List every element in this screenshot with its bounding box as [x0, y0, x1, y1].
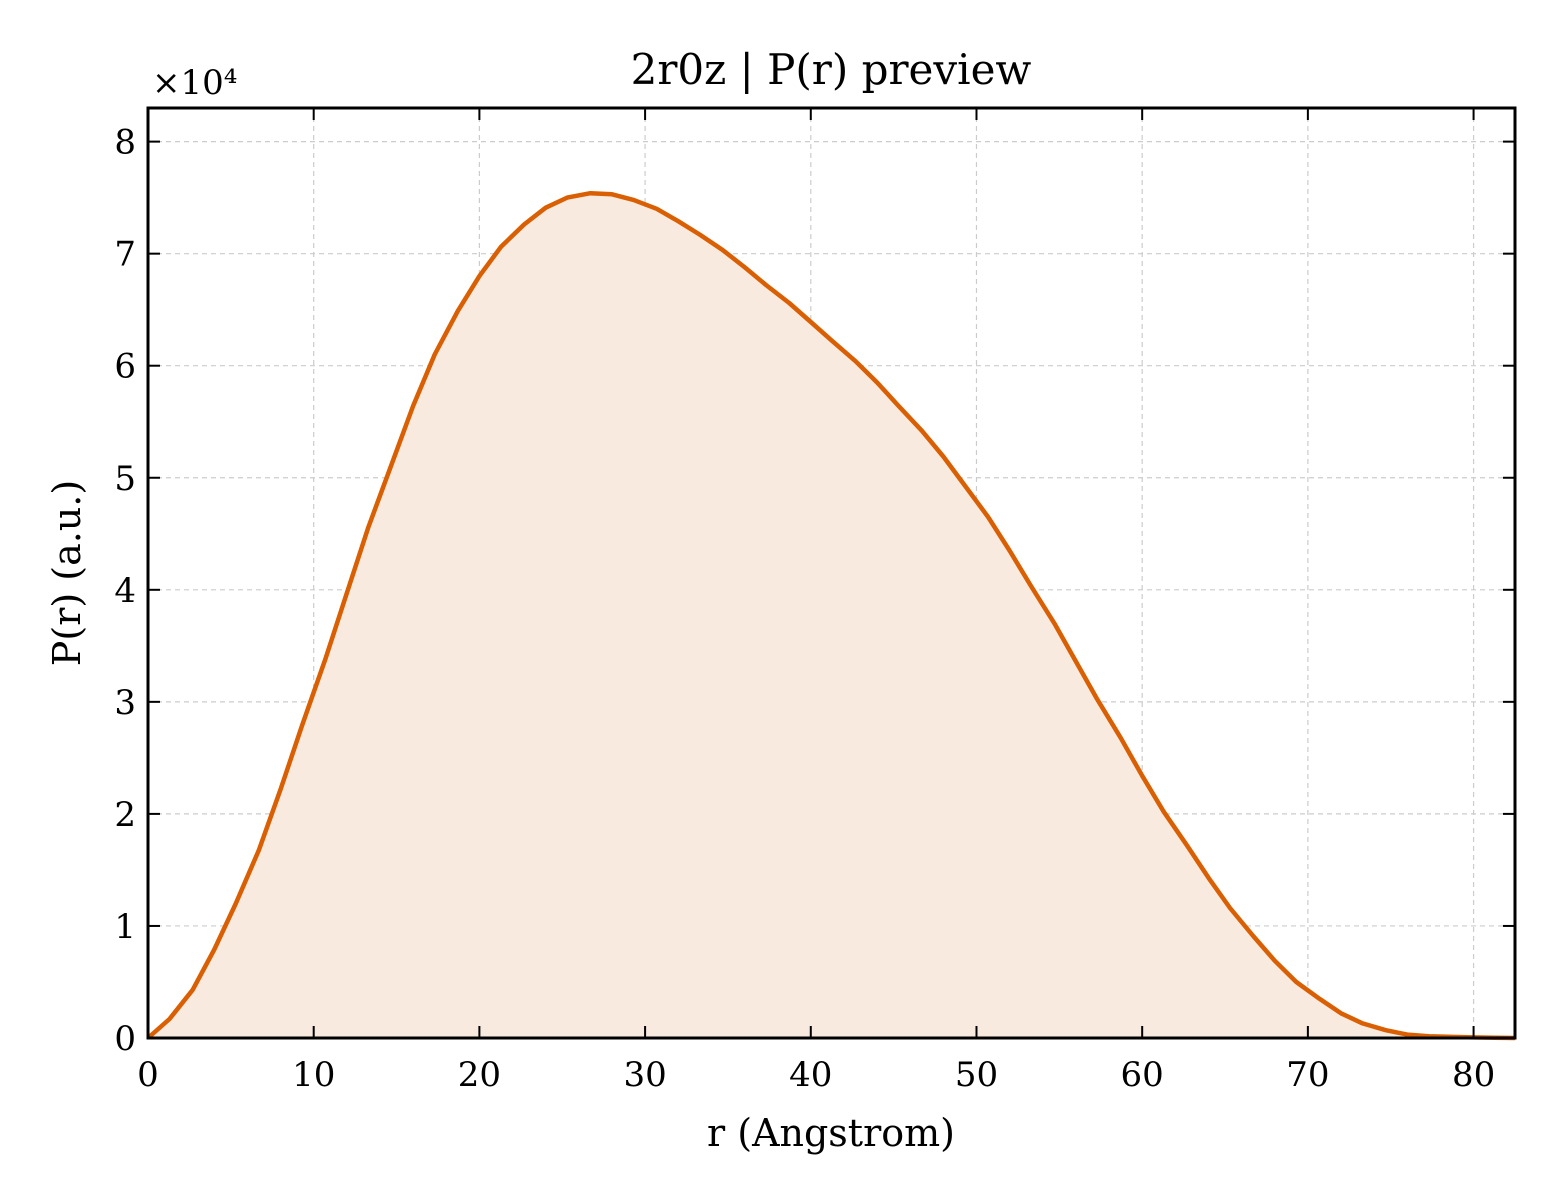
x-tick-label: 60 — [1121, 1055, 1164, 1095]
x-axis-label: r (Angstrom) — [707, 1111, 955, 1155]
y-tick-label: 2 — [114, 795, 136, 835]
ticks: 0 10 20 30 40 50 60 70 80 0 1 2 3 4 5 6 7 8 — [114, 108, 1515, 1095]
series-line — [146, 190, 1516, 1041]
y-tick-label: 1 — [114, 907, 136, 947]
y-axis-label: P(r) (a.u.) — [45, 480, 89, 666]
y-tick-label: 5 — [114, 459, 136, 499]
plot-frame — [146, 106, 1517, 1040]
y-tick-label: 6 — [114, 347, 136, 387]
y-tick-label: 4 — [114, 571, 136, 611]
y-axis-multiplier: ×10⁴ — [152, 63, 237, 103]
x-tick-label: 10 — [292, 1055, 335, 1095]
y-tick-label: 0 — [114, 1019, 136, 1059]
x-tick-label: 20 — [458, 1055, 501, 1095]
x-tick-label: 50 — [955, 1055, 998, 1095]
x-tick-label: 80 — [1452, 1055, 1495, 1095]
y-tick-label: 3 — [114, 683, 136, 723]
x-tick-label: 30 — [623, 1055, 666, 1095]
x-tick-label: 70 — [1286, 1055, 1329, 1095]
chart-title: 2r0z | P(r) preview — [631, 45, 1032, 94]
x-tick-label: 0 — [137, 1055, 159, 1095]
x-tick-label: 40 — [789, 1055, 832, 1095]
y-tick-label: 8 — [114, 123, 136, 163]
y-tick-label: 7 — [114, 235, 136, 275]
